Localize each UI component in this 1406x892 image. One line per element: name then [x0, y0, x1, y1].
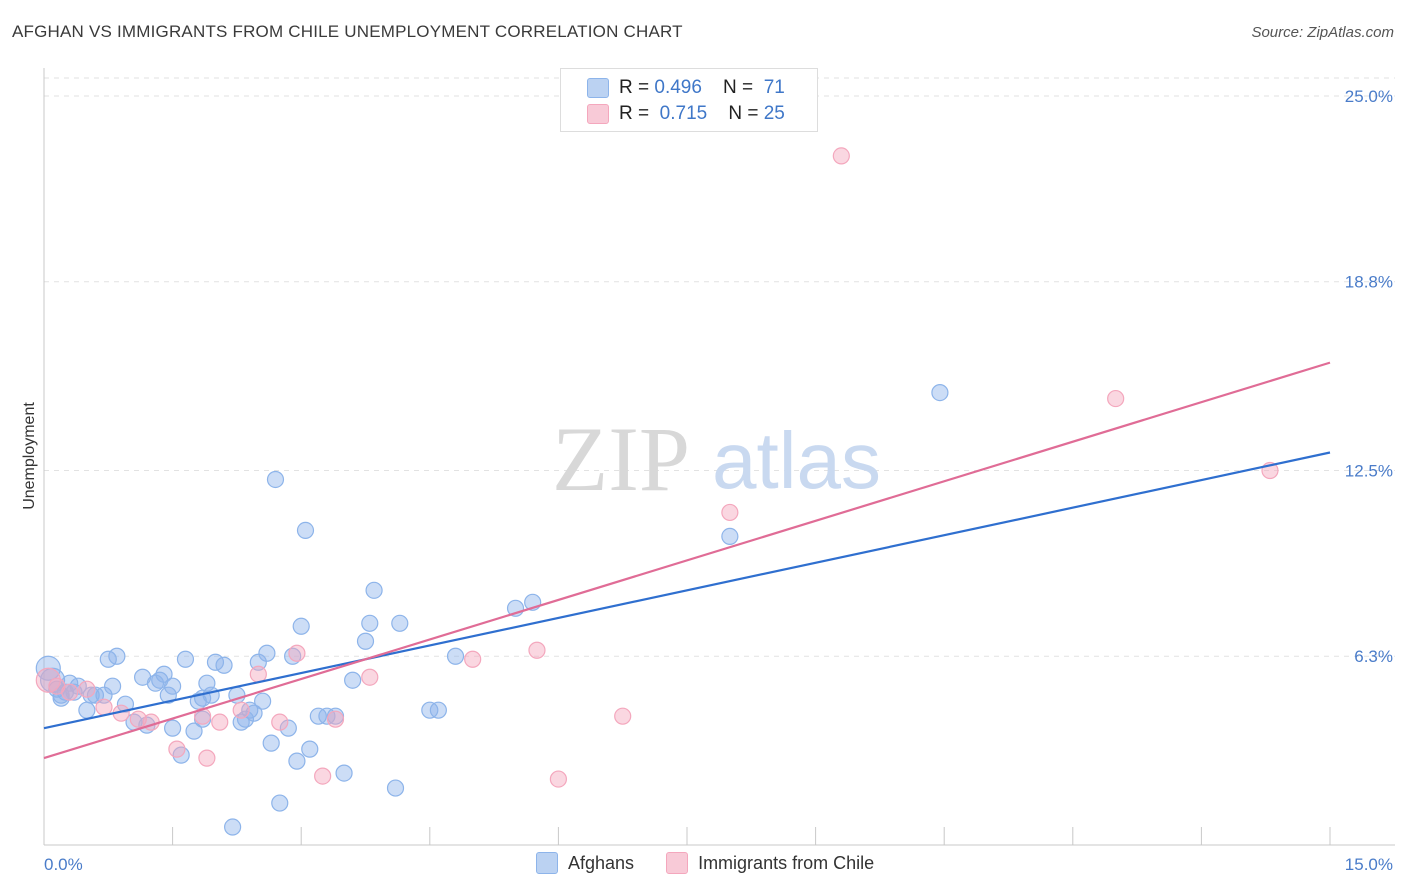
afghans-point — [262, 734, 280, 752]
afghans-point — [245, 704, 263, 722]
afghans-point — [159, 686, 177, 704]
chile-point — [288, 644, 306, 662]
afghans-point — [103, 677, 122, 695]
afghans-point — [361, 614, 379, 632]
chile-point — [249, 665, 267, 683]
legend-item-afghans[interactable]: Afghans — [536, 852, 634, 874]
chile-point — [832, 147, 850, 165]
chile-point — [198, 749, 216, 767]
chile-point — [549, 770, 568, 788]
afghans-point — [344, 671, 362, 689]
chile-point — [35, 667, 61, 693]
y-tick-label: 18.8% — [1345, 273, 1393, 292]
afghans-trend-line — [43, 451, 1331, 730]
afghans-point — [429, 701, 447, 719]
afghans-point — [258, 644, 276, 662]
y-tick-label: 25.0% — [1345, 87, 1393, 106]
chile-point — [211, 713, 229, 731]
afghans-point — [95, 686, 113, 704]
afghans-point — [215, 656, 233, 674]
correlation-legend: R = 0.496 N = 71 R = 0.715 N = 25 — [560, 68, 818, 132]
grid-lines — [44, 77, 1395, 657]
afghans-point — [301, 740, 319, 758]
chile-point — [129, 710, 147, 728]
afghans-point — [224, 818, 242, 836]
afghans-point — [365, 581, 383, 599]
afghans-point — [446, 647, 465, 665]
legend-n-value: 25 — [763, 103, 785, 124]
chile-trend-line — [43, 361, 1331, 760]
chile-point — [314, 767, 332, 785]
x-tick-label: 0.0% — [44, 855, 83, 874]
afghans-point — [386, 779, 405, 797]
chile-point — [326, 710, 345, 728]
chile-point — [721, 503, 739, 522]
trend-lines — [43, 361, 1331, 760]
afghans-point — [391, 614, 409, 632]
chile-point — [528, 641, 546, 659]
afghans-point — [279, 719, 297, 737]
afghans-point — [249, 653, 267, 671]
chile-point — [614, 707, 632, 725]
legend-swatch-afghans — [587, 78, 609, 98]
afghans-point — [721, 527, 739, 546]
legend-swatch-chile — [587, 104, 609, 124]
legend-r-value: 0.496 — [654, 77, 702, 98]
afghans-point — [164, 677, 182, 695]
legend-r-value: 0.715 — [659, 103, 708, 124]
series-legend: Afghans Immigrants from Chile — [536, 852, 906, 874]
chile-point — [194, 707, 212, 725]
y-axis-label: Unemployment — [21, 402, 38, 510]
chile-point — [95, 698, 113, 716]
legend-n-label: N = — [728, 103, 764, 124]
legend-n-value: 71 — [763, 77, 785, 98]
legend-swatch-afghans — [536, 852, 558, 874]
y-tick-label: 12.5% — [1345, 461, 1393, 480]
legend-r-label: R = — [619, 77, 655, 98]
legend-r-label: R = — [619, 103, 655, 124]
series-afghans — [35, 383, 949, 836]
legend-label-chile: Immigrants from Chile — [698, 852, 875, 873]
chile-point — [78, 680, 96, 698]
afghans-point — [335, 764, 353, 782]
legend-swatch-chile — [666, 852, 689, 874]
chile-point — [168, 740, 186, 758]
chile-point — [61, 683, 79, 701]
chile-point — [361, 668, 379, 686]
afghans-point — [116, 695, 135, 713]
legend-n-label: N = — [723, 77, 759, 98]
afghans-point — [296, 521, 315, 540]
afghans-point — [164, 719, 182, 737]
legend-item-chile[interactable]: Immigrants from Chile — [666, 852, 874, 874]
watermark-atlas: atlas — [712, 416, 881, 505]
chile-point — [1107, 389, 1125, 408]
afghans-point — [99, 650, 117, 668]
afghans-point — [356, 632, 375, 650]
afghans-point — [185, 722, 203, 740]
afghans-point — [176, 650, 195, 668]
afghans-point — [236, 710, 255, 728]
afghans-point — [931, 383, 949, 402]
axes — [43, 68, 1395, 846]
afghans-point — [288, 752, 306, 770]
chart-title: AFGHAN VS IMMIGRANTS FROM CHILE UNEMPLOY… — [12, 22, 683, 41]
series-chile — [35, 147, 1279, 788]
afghans-point — [271, 794, 289, 812]
afghans-point — [292, 617, 310, 635]
watermark-zip: ZIP — [552, 408, 690, 510]
chile-point — [232, 701, 250, 719]
afghans-point — [254, 692, 272, 710]
afghans-point — [78, 701, 96, 719]
afghans-point — [155, 665, 173, 683]
tick-labels: 6.3% 12.5% 18.8% 25.0% 0.0% 15.0% — [44, 87, 1393, 874]
legend-label-afghans: Afghans — [568, 852, 635, 873]
source-label: Source: ZipAtlas.com — [1251, 24, 1394, 41]
x-tick-label: 15.0% — [1345, 855, 1393, 874]
chile-point — [464, 650, 482, 668]
afghans-point — [266, 470, 285, 489]
chile-point — [271, 713, 289, 731]
y-tick-label: 6.3% — [1354, 647, 1393, 666]
